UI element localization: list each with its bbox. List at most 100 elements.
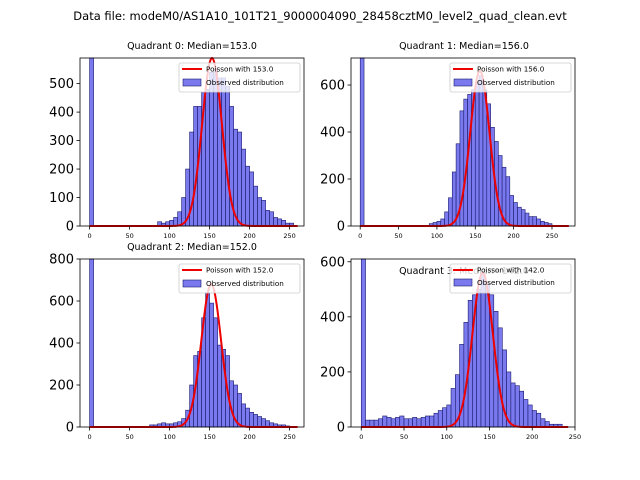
- figure-suptitle: Data file: modeM0/AS1A10_101T21_90000040…: [73, 9, 567, 23]
- quadrant-1-panel: Quadrant 1: Median=156.0 0 50 100 150 200 250…: [320, 41, 576, 240]
- axes-frame: [79, 57, 305, 227]
- histogram-bar: [386, 417, 392, 428]
- x-tick-label: 250: [569, 433, 581, 441]
- histogram-bar: [420, 417, 426, 428]
- histogram-bar: [514, 385, 520, 428]
- histogram-bar: [261, 418, 266, 428]
- quadrant-1-legend-bar-swatch: [453, 78, 473, 87]
- histogram-bar: [444, 211, 449, 227]
- histogram-bar: [89, 57, 94, 227]
- quadrant-1-legend-poisson: Poisson with 156.0: [477, 65, 545, 74]
- axes-frame: [350, 57, 576, 227]
- histogram-bar: [245, 165, 250, 227]
- histogram-bar: [89, 258, 94, 428]
- histogram-bar: [532, 216, 537, 227]
- x-tick-label: 150: [203, 433, 215, 441]
- x-tick-label: 50: [125, 433, 133, 441]
- histogram-bar: [269, 211, 274, 227]
- histogram-bar: [519, 390, 525, 428]
- y-tick-label: 0: [66, 421, 74, 436]
- histogram-bar: [253, 185, 258, 227]
- axes-frame: [350, 258, 576, 428]
- x-tick-label: 100: [431, 232, 443, 240]
- quadrant-0-legend-observed: Observed distribution: [206, 78, 284, 87]
- quadrant-1-legend-observed: Observed distribution: [477, 78, 555, 87]
- histogram-bar: [237, 393, 242, 428]
- histogram-bar: [442, 407, 448, 428]
- quadrant-3-legend-observed: Observed distribution: [477, 278, 555, 287]
- x-tick-label: 0: [88, 232, 92, 240]
- histogram-bar: [277, 218, 282, 227]
- histogram-bar: [390, 418, 396, 428]
- y-tick-label: 0: [337, 421, 345, 436]
- histogram-bar: [249, 171, 254, 227]
- x-tick-label: 50: [400, 433, 408, 441]
- quadrant-3-legend-bar-swatch: [453, 278, 473, 287]
- histogram-bar: [536, 218, 541, 227]
- quadrant-3-legend-poisson: Poisson with 142.0: [477, 266, 545, 275]
- histogram-bar: [360, 258, 366, 428]
- y-tick-label: 0: [337, 220, 345, 235]
- histogram-bar: [448, 197, 453, 227]
- histogram-bar: [528, 216, 534, 227]
- histogram-bar: [425, 415, 430, 428]
- y-tick-label: 600: [49, 295, 74, 310]
- x-tick-label: 200: [526, 433, 538, 441]
- x-tick-label: 150: [483, 433, 495, 441]
- histogram-bar: [205, 89, 210, 227]
- histogram-bar: [437, 410, 443, 428]
- histogram-bar: [273, 217, 278, 227]
- histogram-bar: [446, 404, 452, 428]
- histogram-bar: [369, 419, 375, 428]
- histogram-bar: [524, 212, 530, 227]
- quadrant-1-title: Quadrant 1: Median=156.0: [399, 41, 529, 52]
- histogram-bar: [433, 412, 439, 428]
- histogram-bar: [478, 75, 484, 227]
- histogram-bar: [429, 415, 435, 428]
- histogram-bar: [480, 272, 486, 428]
- y-tick-label: 800: [49, 253, 74, 268]
- y-tick-label: 400: [49, 337, 74, 352]
- quadrant-3-legend: Poisson with 142.0 Observed distribution: [449, 263, 572, 294]
- quadrant-2-panel: Quadrant 2: Median=152.0 0 50 100 150 200 250…: [49, 242, 305, 441]
- y-tick-label: 600: [320, 79, 345, 94]
- histogram-bar: [416, 418, 422, 428]
- histogram-bar: [253, 414, 258, 428]
- quadrant-2-title: Quadrant 2: Median=152.0: [127, 242, 257, 253]
- quadrant-3-legend-frame: [449, 263, 572, 294]
- histogram-bar: [513, 202, 518, 227]
- quadrant-0-panel: Quadrant 0: Median=153.0 0 50 100 150 200 250…: [49, 41, 305, 240]
- histogram-bar: [531, 410, 537, 428]
- histogram-bar: [241, 403, 246, 428]
- x-tick-label: 150: [469, 232, 481, 240]
- quadrant-0-legend-frame: [178, 62, 301, 93]
- histogram-bar: [217, 344, 222, 428]
- quadrant-0-legend-poisson: Poisson with 153.0: [206, 65, 274, 74]
- histogram-bar: [205, 292, 210, 428]
- x-tick-label: 200: [507, 232, 519, 240]
- histogram-bar: [249, 411, 254, 428]
- y-tick-label: 400: [49, 106, 74, 121]
- y-tick-label: 400: [320, 310, 345, 325]
- histogram-bar: [540, 418, 546, 428]
- quadrant-0-legend: Poisson with 153.0 Observed distribution: [178, 62, 301, 93]
- y-tick-label: 500: [49, 77, 74, 92]
- y-tick-label: 0: [66, 220, 74, 235]
- histogram-bar: [527, 404, 533, 428]
- y-tick-label: 300: [49, 134, 74, 149]
- quadrant-3-panel: Quadrant 3: Median=142.0 050100150200250…: [320, 255, 581, 441]
- histogram-bar: [209, 302, 214, 428]
- x-tick-label: 0: [358, 232, 362, 240]
- histogram-bar: [365, 419, 371, 428]
- x-tick-label: 200: [243, 433, 255, 441]
- quadrant-0-legend-bar-swatch: [182, 78, 202, 87]
- histogram-bar: [245, 407, 250, 428]
- histogram-bar: [517, 206, 522, 227]
- histogram-bar: [407, 418, 413, 428]
- histogram-bar: [474, 82, 480, 227]
- histogram-bar: [536, 412, 542, 428]
- histogram-bar: [403, 418, 409, 428]
- histogram-bar: [257, 197, 262, 227]
- histogram-bar: [257, 416, 262, 428]
- y-tick-label: 100: [49, 191, 74, 206]
